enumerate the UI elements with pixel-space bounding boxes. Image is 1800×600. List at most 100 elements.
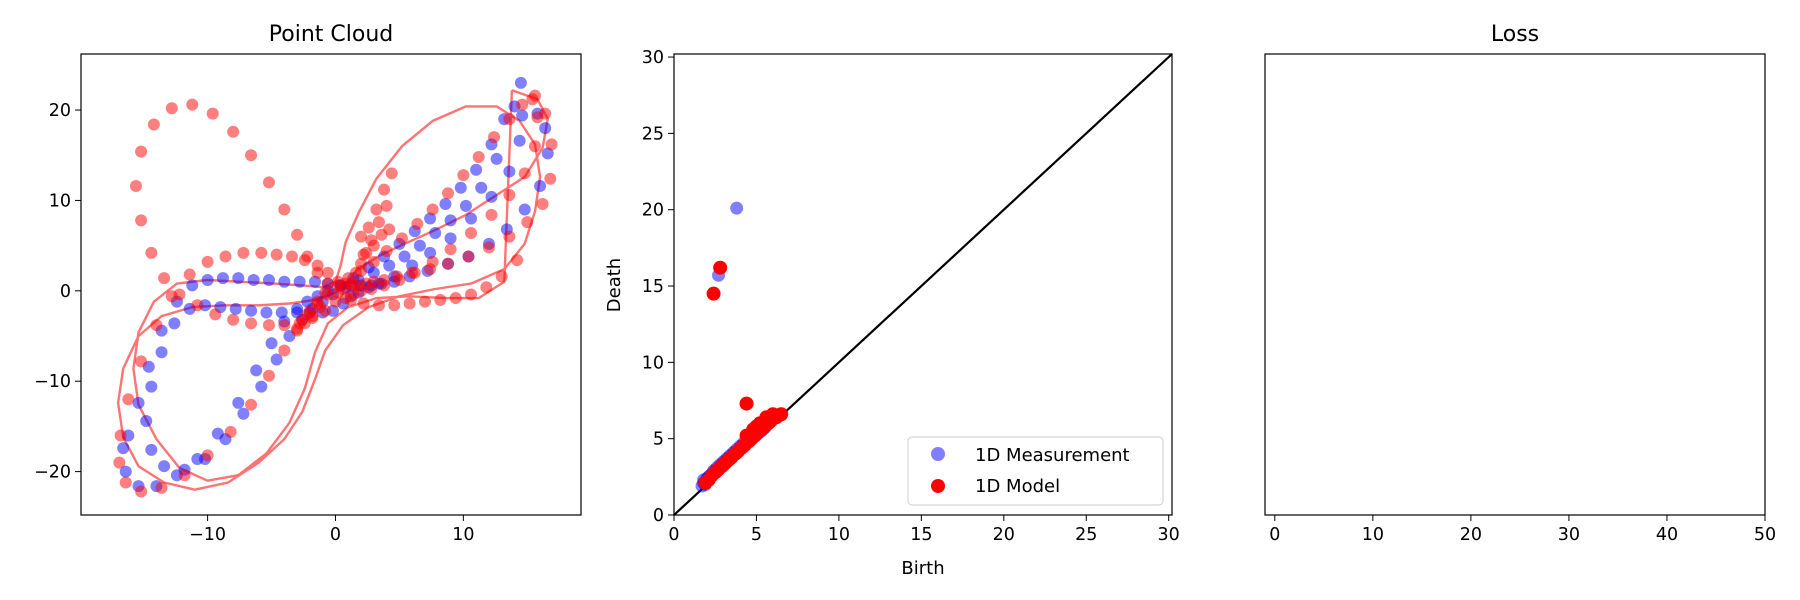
measurement-point bbox=[424, 246, 437, 259]
measurement-point bbox=[245, 304, 258, 317]
point-cloud-frame bbox=[80, 53, 582, 516]
legend-marker-measurement bbox=[931, 447, 945, 461]
model-point bbox=[378, 279, 391, 292]
model-point bbox=[503, 230, 516, 243]
model-point bbox=[145, 246, 158, 259]
model-point bbox=[713, 260, 728, 275]
model-point bbox=[329, 295, 342, 308]
loss-x-tick-label: 40 bbox=[1656, 525, 1678, 545]
measurement-point bbox=[262, 273, 275, 286]
model-point bbox=[344, 277, 357, 290]
measurement-point bbox=[309, 275, 322, 288]
model-point bbox=[186, 98, 199, 111]
model-point bbox=[344, 293, 357, 306]
model-point bbox=[227, 125, 240, 138]
measurement-point bbox=[132, 396, 145, 409]
model-point bbox=[531, 111, 544, 124]
measurement-point bbox=[513, 134, 526, 147]
model-point bbox=[237, 246, 250, 259]
model-point bbox=[426, 203, 439, 216]
model-point bbox=[480, 281, 493, 294]
model-point bbox=[311, 266, 324, 279]
model-point bbox=[528, 140, 541, 153]
measurement-point bbox=[475, 181, 488, 194]
point-cloud-marks bbox=[113, 76, 558, 498]
model-point bbox=[119, 476, 132, 489]
measurement-point bbox=[247, 273, 260, 286]
model-point bbox=[488, 131, 501, 144]
measurement-point bbox=[145, 380, 158, 393]
measurement-point bbox=[255, 380, 268, 393]
model-point bbox=[219, 250, 232, 263]
model-point bbox=[739, 396, 754, 411]
model-point bbox=[262, 319, 275, 332]
model-point bbox=[418, 295, 431, 308]
model-point bbox=[255, 246, 268, 259]
persistence-diagram-ticks: 0 5 10 15 20 25 30 0 5 10 15 20 25 30 bbox=[642, 48, 1180, 545]
model-point bbox=[135, 355, 148, 368]
model-point bbox=[378, 183, 391, 196]
model-point bbox=[183, 268, 196, 281]
persistence-diagram-frame bbox=[673, 53, 1173, 516]
measurement-point bbox=[250, 364, 263, 377]
measurement-point bbox=[541, 147, 554, 160]
persistence-x-tick-label: 10 bbox=[828, 525, 850, 545]
loss-ticks: 0 10 20 30 40 50 bbox=[1269, 515, 1776, 545]
model-point bbox=[365, 283, 378, 296]
model-point bbox=[178, 469, 191, 482]
model-point bbox=[278, 344, 291, 357]
measurement-point bbox=[117, 442, 130, 455]
model-point bbox=[262, 176, 275, 189]
measurement-point bbox=[470, 163, 483, 176]
model-point bbox=[367, 255, 380, 268]
model-point bbox=[403, 297, 416, 310]
birth-axis-label: Birth bbox=[901, 558, 944, 579]
model-point bbox=[245, 149, 258, 162]
model-point bbox=[147, 118, 160, 131]
model-point bbox=[434, 293, 447, 306]
model-point bbox=[278, 319, 291, 332]
model-point bbox=[442, 187, 455, 200]
point-cloud-y-tick-label: 20 bbox=[49, 101, 71, 121]
measurement-point bbox=[278, 275, 291, 288]
model-point bbox=[383, 223, 396, 236]
measurement-point bbox=[444, 214, 457, 227]
measurement-point bbox=[465, 212, 478, 225]
persistence-y-tick-label: 5 bbox=[653, 430, 664, 450]
model-point bbox=[370, 203, 383, 216]
model-point bbox=[385, 167, 398, 180]
model-point bbox=[465, 226, 478, 239]
persistence-x-tick-label: 5 bbox=[751, 525, 762, 545]
model-point bbox=[367, 239, 380, 252]
model-point bbox=[135, 485, 148, 498]
model-point bbox=[262, 369, 275, 382]
persistence-x-tick-label: 15 bbox=[910, 525, 932, 545]
measurement-point bbox=[444, 232, 457, 245]
measurement-point bbox=[216, 272, 229, 285]
model-point bbox=[135, 214, 148, 227]
model-point bbox=[706, 286, 721, 301]
measurement-point bbox=[518, 203, 531, 216]
measurement-point bbox=[229, 302, 242, 315]
model-point bbox=[536, 198, 549, 211]
model-point bbox=[201, 255, 214, 268]
measurement-point bbox=[260, 306, 273, 319]
model-point bbox=[388, 299, 401, 312]
model-point bbox=[457, 169, 470, 182]
legend-label-measurement: 1D Measurement bbox=[975, 445, 1130, 466]
model-point bbox=[311, 295, 324, 308]
measurement-point bbox=[119, 465, 132, 478]
point-cloud-y-tick-label: −20 bbox=[34, 463, 71, 483]
measurement-point bbox=[201, 273, 214, 286]
measurement-point bbox=[534, 179, 547, 192]
model-point bbox=[191, 299, 204, 312]
model-point bbox=[465, 288, 478, 301]
measurement-point bbox=[232, 272, 245, 285]
model-point bbox=[503, 113, 516, 126]
persistence-x-tick-label: 20 bbox=[993, 525, 1015, 545]
model-point bbox=[206, 107, 219, 120]
measurement-point bbox=[145, 443, 158, 456]
model-point bbox=[291, 228, 304, 241]
model-point bbox=[135, 145, 148, 158]
model-point bbox=[357, 297, 370, 310]
